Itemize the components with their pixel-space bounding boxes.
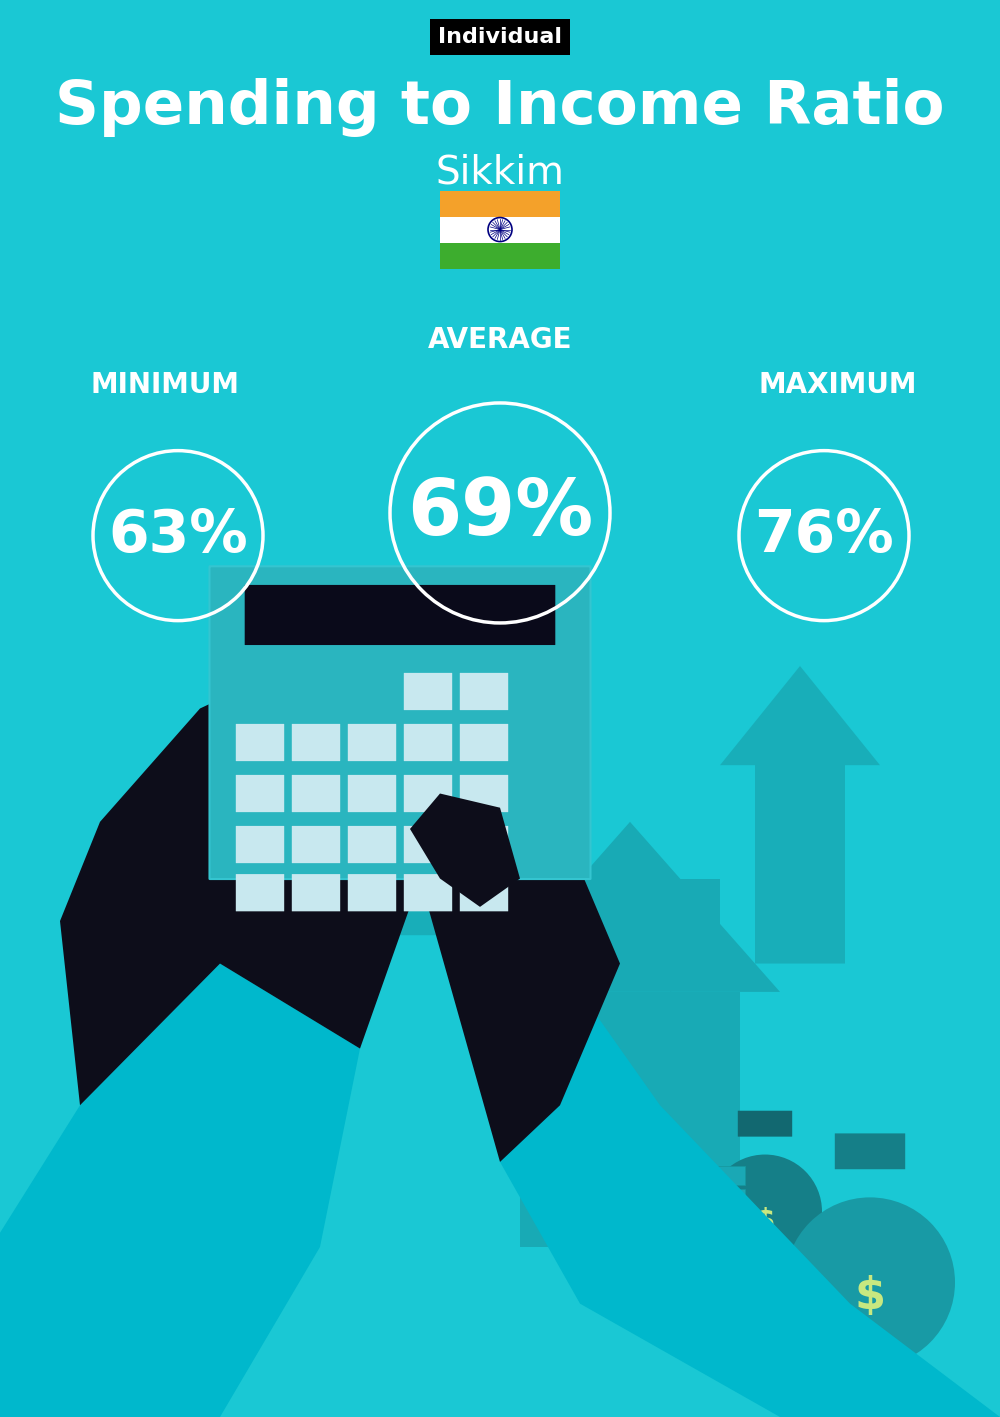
Text: Sikkim: Sikkim [436, 154, 564, 191]
Text: MAXIMUM: MAXIMUM [759, 371, 917, 400]
Circle shape [708, 1155, 822, 1268]
FancyBboxPatch shape [348, 874, 396, 911]
FancyBboxPatch shape [460, 673, 508, 710]
Polygon shape [330, 659, 490, 935]
FancyBboxPatch shape [292, 724, 340, 761]
FancyBboxPatch shape [460, 775, 508, 812]
Polygon shape [0, 964, 360, 1417]
Polygon shape [60, 652, 420, 1105]
Text: 63%: 63% [108, 507, 248, 564]
FancyBboxPatch shape [460, 826, 508, 863]
FancyBboxPatch shape [460, 874, 508, 911]
Polygon shape [585, 1112, 640, 1247]
Polygon shape [720, 666, 880, 964]
FancyBboxPatch shape [440, 191, 560, 217]
FancyBboxPatch shape [236, 826, 284, 863]
FancyBboxPatch shape [615, 1189, 745, 1207]
Text: Spending to Income Ratio: Spending to Income Ratio [55, 78, 945, 137]
Polygon shape [410, 794, 520, 907]
Text: $: $ [854, 1275, 886, 1318]
FancyBboxPatch shape [236, 874, 284, 911]
Text: MINIMUM: MINIMUM [90, 371, 240, 400]
FancyBboxPatch shape [404, 826, 452, 863]
Polygon shape [480, 822, 780, 992]
FancyBboxPatch shape [404, 874, 452, 911]
FancyBboxPatch shape [292, 874, 340, 911]
Circle shape [785, 1197, 955, 1367]
FancyBboxPatch shape [210, 567, 590, 879]
FancyBboxPatch shape [245, 585, 555, 645]
FancyBboxPatch shape [615, 1234, 745, 1253]
FancyBboxPatch shape [460, 724, 508, 761]
Text: Individual: Individual [438, 27, 562, 47]
FancyBboxPatch shape [835, 1134, 905, 1169]
FancyBboxPatch shape [292, 775, 340, 812]
Text: AVERAGE: AVERAGE [428, 326, 572, 354]
FancyBboxPatch shape [236, 775, 284, 812]
Text: $: $ [755, 1207, 775, 1236]
FancyBboxPatch shape [348, 724, 396, 761]
FancyBboxPatch shape [404, 775, 452, 812]
Text: 76%: 76% [754, 507, 894, 564]
Polygon shape [420, 737, 620, 1162]
FancyBboxPatch shape [615, 1212, 745, 1230]
FancyBboxPatch shape [292, 826, 340, 863]
FancyBboxPatch shape [440, 242, 560, 269]
FancyBboxPatch shape [404, 724, 452, 761]
FancyBboxPatch shape [615, 1166, 745, 1185]
Text: 69%: 69% [407, 475, 593, 551]
FancyBboxPatch shape [236, 724, 284, 761]
FancyBboxPatch shape [348, 775, 396, 812]
FancyBboxPatch shape [615, 1257, 745, 1275]
FancyBboxPatch shape [348, 826, 396, 863]
FancyBboxPatch shape [404, 673, 452, 710]
FancyBboxPatch shape [440, 217, 560, 242]
Polygon shape [670, 879, 720, 992]
Polygon shape [500, 964, 1000, 1417]
Polygon shape [520, 992, 740, 1247]
FancyBboxPatch shape [530, 1056, 585, 1134]
FancyBboxPatch shape [738, 1111, 792, 1136]
